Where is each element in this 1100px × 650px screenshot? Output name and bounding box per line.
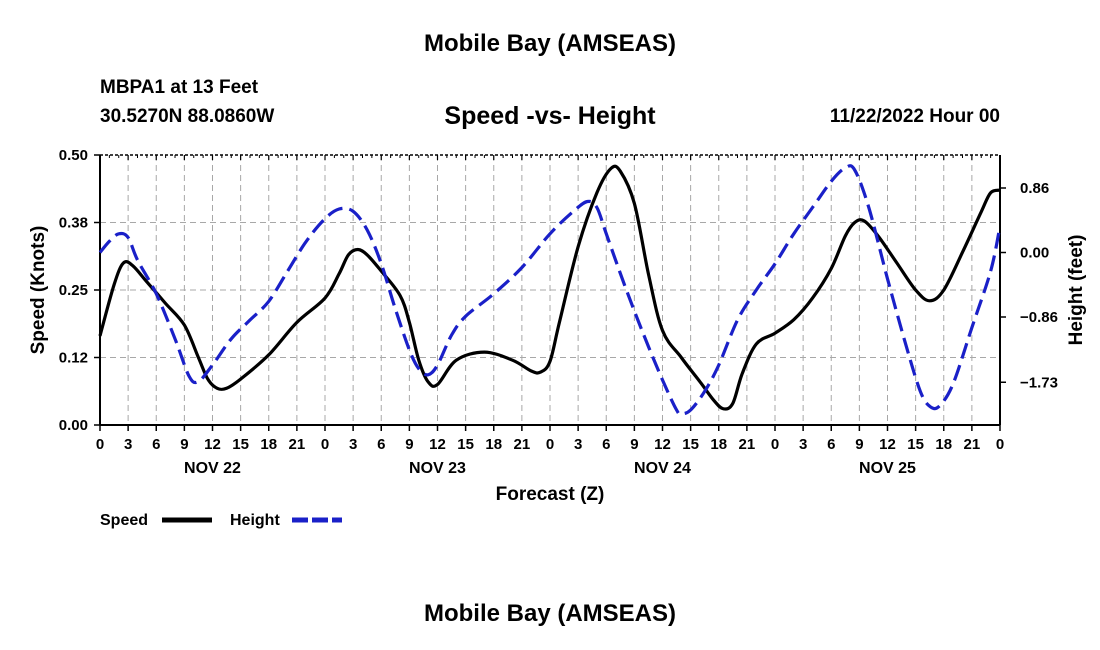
x-day-label: NOV 22 — [184, 460, 241, 477]
x-tick-label: 3 — [574, 436, 582, 453]
x-tick-label: 12 — [879, 436, 896, 453]
x-tick-label: 15 — [457, 436, 474, 453]
y-right-tick-label: 0.86 — [1020, 180, 1049, 197]
x-tick-label: 9 — [180, 436, 188, 453]
y-right-tick-label: −0.86 — [1020, 309, 1058, 326]
x-tick-label: 0 — [546, 436, 554, 453]
x-tick-label: 12 — [204, 436, 221, 453]
x-tick-label: 21 — [514, 436, 531, 453]
x-day-label: NOV 24 — [634, 460, 691, 477]
x-tick-label: 18 — [260, 436, 277, 453]
y-left-tick-label: 0.25 — [59, 282, 88, 299]
y-left-axis-title: Speed (Knots) — [28, 226, 49, 355]
station-coordinates: 30.5270N 88.0860W — [100, 106, 275, 127]
x-tick-label: 12 — [429, 436, 446, 453]
y-right-tick-label: 0.00 — [1020, 245, 1049, 262]
x-tick-label: 9 — [855, 436, 863, 453]
x-tick-label: 21 — [964, 436, 981, 453]
y-left-tick-label: 0.38 — [59, 215, 88, 232]
x-tick-label: 15 — [907, 436, 924, 453]
series-line-speed — [98, 164, 1001, 411]
x-tick-label: 6 — [602, 436, 610, 453]
x-axis-title: Forecast (Z) — [496, 484, 605, 505]
x-tick-label: 6 — [377, 436, 385, 453]
x-tick-label: 21 — [739, 436, 756, 453]
x-tick-label: 15 — [682, 436, 699, 453]
x-tick-label: 9 — [630, 436, 638, 453]
chart-title: Mobile Bay (AMSEAS) — [423, 30, 677, 57]
x-tick-label: 0 — [996, 436, 1004, 453]
x-tick-label: 21 — [289, 436, 306, 453]
x-tick-label: 3 — [799, 436, 807, 453]
y-left-tick-label: 0.50 — [59, 147, 88, 164]
y-left-tick-label: 0.12 — [59, 350, 88, 367]
speed-height-chart: 0 3 6 9 12 15 18 21 0 3 6 9 12 15 18 21 0 3 6 9 12 15 18 21 0 3 6 9… — [28, 147, 1087, 529]
x-tick-label: 0 — [96, 436, 104, 453]
x-tick-label: 0 — [321, 436, 329, 453]
x-tick-label: 3 — [124, 436, 132, 453]
x-tick-label: 18 — [935, 436, 952, 453]
x-tick-label: 9 — [405, 436, 413, 453]
x-tick-label: 15 — [232, 436, 249, 453]
x-day-label: NOV 25 — [859, 460, 916, 477]
forecast-datestamp: 11/22/2022 Hour 00 — [829, 106, 1000, 127]
x-tick-label: 6 — [827, 436, 835, 453]
legend-label-height: Height — [230, 512, 280, 529]
x-tick-label: 3 — [349, 436, 357, 453]
x-tick-label: 12 — [654, 436, 671, 453]
y-right-axis-title: Height (feet) — [1066, 235, 1087, 346]
legend-label-speed: Speed — [100, 512, 148, 529]
x-tick-label: 18 — [710, 436, 727, 453]
x-tick-label: 18 — [485, 436, 502, 453]
x-tick-label: 6 — [152, 436, 160, 453]
chart-subtitle: Speed -vs- Height — [444, 102, 656, 130]
y-left-tick-label: 0.00 — [59, 417, 88, 434]
station-label: MBPA1 at 13 Feet — [100, 77, 259, 98]
y-right-tick-label: −1.73 — [1020, 374, 1058, 391]
x-tick-label: 0 — [771, 436, 779, 453]
footer-title: Mobile Bay (AMSEAS) — [423, 600, 677, 627]
series-line-height — [98, 164, 1002, 416]
x-day-label: NOV 23 — [409, 460, 466, 477]
